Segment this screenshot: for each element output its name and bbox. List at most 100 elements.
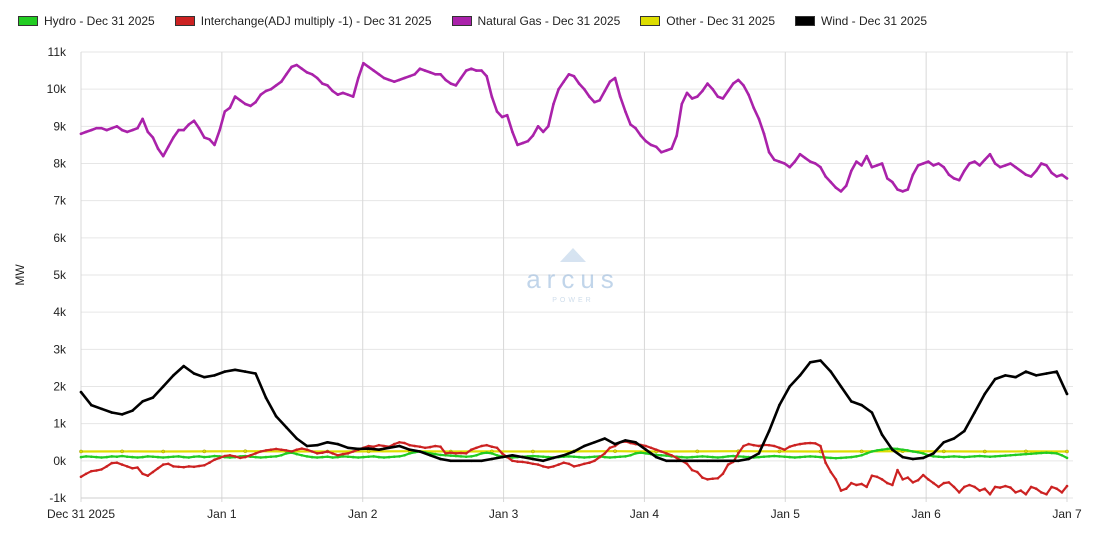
series-point-2 xyxy=(531,134,535,137)
series-point-1 xyxy=(1009,486,1012,489)
series-point-0 xyxy=(850,455,853,459)
series-point-1 xyxy=(834,478,838,481)
series-point-1 xyxy=(644,444,648,448)
series-point-2 xyxy=(906,188,910,191)
series-point-4 xyxy=(480,459,483,463)
series-point-0 xyxy=(916,451,920,454)
legend-item-wind[interactable]: Wind - Dec 31 2025 xyxy=(795,14,927,28)
series-point-4 xyxy=(839,385,843,388)
series-point-1 xyxy=(819,444,822,448)
legend-item-natural-gas[interactable]: Natural Gas - Dec 31 2025 xyxy=(451,14,620,28)
series-point-4 xyxy=(1045,372,1048,375)
series-point-1 xyxy=(824,461,827,465)
series-point-2 xyxy=(557,87,560,91)
series-point-2 xyxy=(942,165,946,169)
series-point-2 xyxy=(613,76,617,80)
legend-label-wind: Wind - Dec 31 2025 xyxy=(821,14,928,28)
series-point-3 xyxy=(120,449,124,454)
series-point-2 xyxy=(552,102,555,106)
series-point-3 xyxy=(859,449,864,454)
series-point-1 xyxy=(274,447,278,451)
series-point-1 xyxy=(223,454,227,458)
series-point-2 xyxy=(403,76,406,80)
series-point-1 xyxy=(110,461,114,465)
series-point-2 xyxy=(983,158,987,162)
series-point-1 xyxy=(808,441,812,445)
series-point-2 xyxy=(834,186,838,189)
series-point-2 xyxy=(362,61,365,65)
series-point-0 xyxy=(464,455,468,459)
series-point-4 xyxy=(141,400,144,403)
series-point-4 xyxy=(274,414,278,418)
series-point-2 xyxy=(295,63,299,67)
series-point-2 xyxy=(341,91,345,95)
series-point-4 xyxy=(850,400,853,403)
series-point-1 xyxy=(434,444,437,448)
series-point-1 xyxy=(993,485,997,489)
y-tick-label: 10k xyxy=(47,82,67,96)
series-point-4 xyxy=(459,459,463,463)
series-point-4 xyxy=(675,459,678,463)
series-point-1 xyxy=(141,472,144,476)
series-point-2 xyxy=(644,139,648,143)
series-point-4 xyxy=(79,390,83,394)
series-point-0 xyxy=(1014,453,1017,457)
series-point-1 xyxy=(423,446,427,450)
series-point-0 xyxy=(988,455,992,459)
series-point-0 xyxy=(624,455,627,458)
series-point-2 xyxy=(654,145,658,149)
series-point-0 xyxy=(495,454,499,457)
series-point-2 xyxy=(418,67,422,70)
series-point-2 xyxy=(321,82,324,85)
series-point-4 xyxy=(521,455,524,459)
series-point-1 xyxy=(911,481,915,484)
legend-item-interchange[interactable]: Interchange(ADJ multiply -1) - Dec 31 20… xyxy=(174,14,432,28)
series-point-1 xyxy=(670,454,673,457)
series-point-1 xyxy=(896,468,899,472)
series-point-2 xyxy=(125,130,129,134)
series-point-0 xyxy=(357,456,360,459)
series-point-0 xyxy=(156,455,160,459)
series-point-0 xyxy=(1034,452,1038,455)
series-point-4 xyxy=(182,364,185,368)
series-point-1 xyxy=(855,483,858,487)
series-point-3 xyxy=(983,449,987,454)
series-point-2 xyxy=(146,130,150,134)
series-point-1 xyxy=(998,486,1002,489)
series-point-4 xyxy=(973,411,976,414)
series-point-4 xyxy=(439,457,442,461)
legend-item-other[interactable]: Other - Dec 31 2025 xyxy=(640,14,775,28)
series-point-0 xyxy=(141,455,144,459)
series-point-1 xyxy=(968,483,971,487)
series-point-0 xyxy=(84,455,88,458)
series-point-1 xyxy=(454,452,458,455)
series-point-2 xyxy=(351,95,355,98)
series-point-1 xyxy=(310,450,314,453)
series-point-0 xyxy=(572,455,576,459)
series-point-2 xyxy=(752,106,755,110)
series-point-1 xyxy=(685,462,689,466)
series-point-2 xyxy=(824,175,827,178)
series-point-1 xyxy=(932,481,935,485)
series-point-1 xyxy=(927,478,930,481)
series-point-2 xyxy=(131,128,134,132)
series-point-0 xyxy=(603,455,607,459)
series-point-1 xyxy=(952,485,956,489)
series-point-4 xyxy=(367,447,370,450)
legend-item-hydro[interactable]: Hydro - Dec 31 2025 xyxy=(18,14,155,28)
series-point-4 xyxy=(264,396,268,399)
series-point-4 xyxy=(326,441,329,444)
series-point-2 xyxy=(1065,177,1069,180)
series-point-1 xyxy=(783,448,786,452)
series-point-1 xyxy=(1055,487,1058,491)
series-point-4 xyxy=(120,413,124,416)
series-point-1 xyxy=(377,443,381,447)
series-point-2 xyxy=(310,73,314,76)
series-point-4 xyxy=(696,459,699,463)
series-point-0 xyxy=(454,454,458,458)
series-point-1 xyxy=(321,451,324,455)
series-point-0 xyxy=(711,455,714,459)
series-point-2 xyxy=(1040,162,1043,165)
series-point-4 xyxy=(808,361,812,364)
series-point-4 xyxy=(1004,374,1007,377)
